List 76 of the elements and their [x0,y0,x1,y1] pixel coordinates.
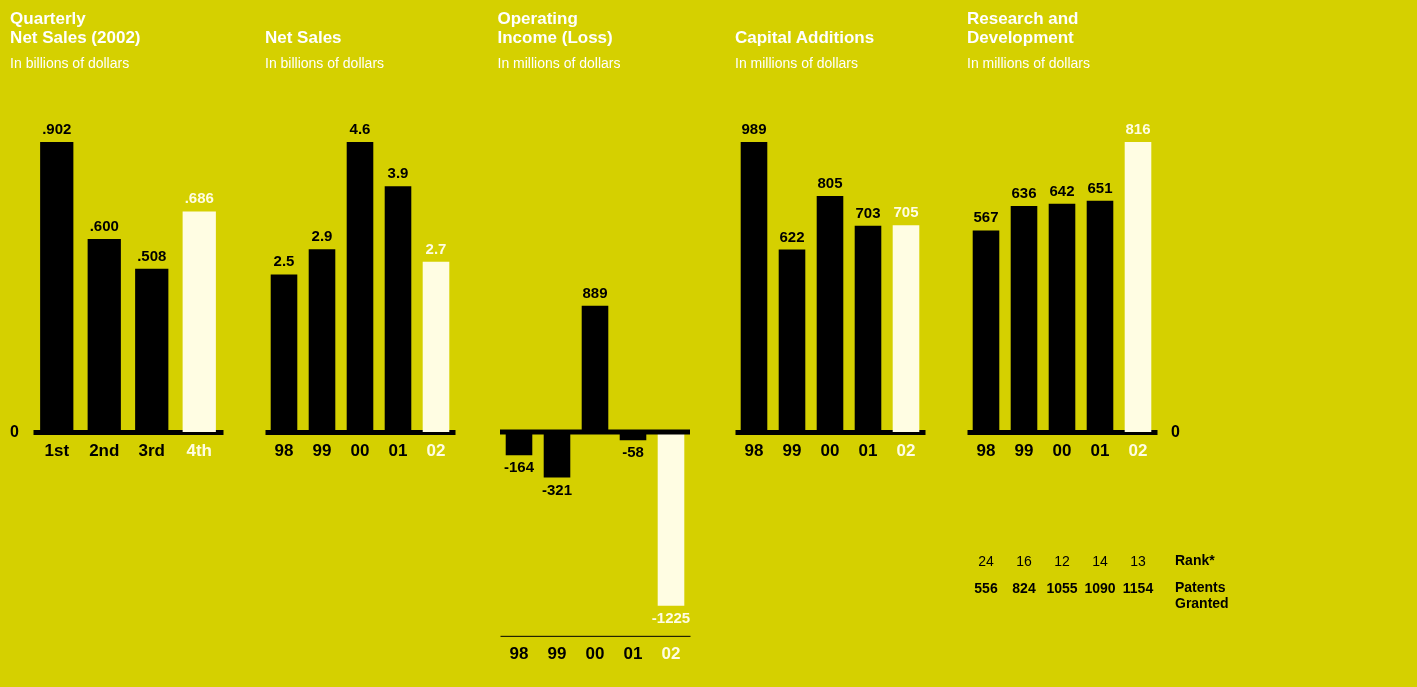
data-label: 622 [779,227,805,245]
x-tick-label: 4th [186,440,212,460]
data-label: -58 [622,443,644,461]
data-label: -321 [541,480,573,498]
x-tick-label: 99 [547,644,567,664]
x-tick-label: 98 [744,440,764,460]
data-label: 703 [855,203,881,221]
x-tick-label: 98 [976,440,996,460]
data-label: 889 [582,283,608,301]
data-label: -164 [503,458,535,476]
text: 24 [978,553,994,569]
x-tick-label: 02 [1128,440,1148,460]
data-label: 3.9 [387,164,409,182]
x-tick-label: 00 [820,440,840,460]
x-tick-label: 02 [426,440,446,460]
bar [1124,142,1152,432]
data-label: 4.6 [349,120,371,137]
x-tick-label: 99 [1014,440,1034,460]
bar [422,261,450,432]
data-label: -1225 [651,608,691,626]
data-label: .902 [42,120,72,137]
text: 16 [1016,553,1032,569]
x-tick-label: 01 [388,440,408,460]
text: 14 [1092,553,1108,569]
x-tick-label: 99 [312,440,332,460]
x-tick-label: 01 [858,440,878,460]
chart-title: Capital Additions [735,28,875,47]
x-tick-label: 02 [896,440,916,460]
data-label: 805 [817,173,843,191]
x-tick-label: 98 [509,644,529,664]
text: 13 [1130,553,1146,569]
chart-subtitle: In millions of dollars [735,55,858,71]
data-label: 2.9 [311,227,333,245]
x-tick-label: 98 [274,440,294,460]
text: 824 [1012,580,1036,596]
chart-subtitle: In millions of dollars [497,55,621,71]
chart-title: Research and Development [967,9,1079,47]
data-label: 567 [973,208,999,226]
text: 1055 [1046,580,1078,596]
chart-title: Net Sales [265,28,342,47]
x-tick-label: 01 [1090,440,1110,460]
x-tick-label: 99 [782,440,802,460]
chart-subtitle: In billions of dollars [10,55,130,71]
bar [182,211,216,432]
text: 556 [974,580,998,596]
x-tick-label: 02 [661,644,681,664]
x-tick-label: 1st [44,440,70,460]
data-label: 2.5 [273,252,295,270]
x-tick-label: 00 [1052,440,1072,460]
text: Rank* [1175,552,1216,568]
data-label: 651 [1087,178,1113,196]
text: 12 [1054,553,1070,569]
data-label: 816 [1125,120,1151,137]
x-tick-label: 01 [623,644,643,664]
x-tick-label: 2nd [89,440,120,460]
data-label: .600 [89,217,119,235]
chart-subtitle: In billions of dollars [265,55,385,71]
x-tick-label: 00 [585,644,605,664]
text: 0 [1171,423,1180,440]
data-label: 989 [741,120,767,137]
text: 0 [10,423,20,440]
data-label: 2.7 [425,239,447,257]
data-label: .508 [137,246,167,264]
x-tick-label: 00 [350,440,370,460]
text: Patents Granted [1175,579,1229,611]
text: 1090 [1084,580,1116,596]
chart-title: Operating Income (Loss) [497,9,613,47]
data-label: .686 [184,189,214,207]
bar [892,225,920,432]
chart-subtitle: In millions of dollars [967,55,1090,71]
chart-title: Quarterly Net Sales (2002) [10,9,141,47]
data-label: 636 [1011,183,1037,201]
text: 1154 [1122,580,1154,596]
x-tick-label: 3rd [138,440,165,460]
data-label: 705 [893,203,919,221]
data-label: 642 [1049,181,1075,199]
